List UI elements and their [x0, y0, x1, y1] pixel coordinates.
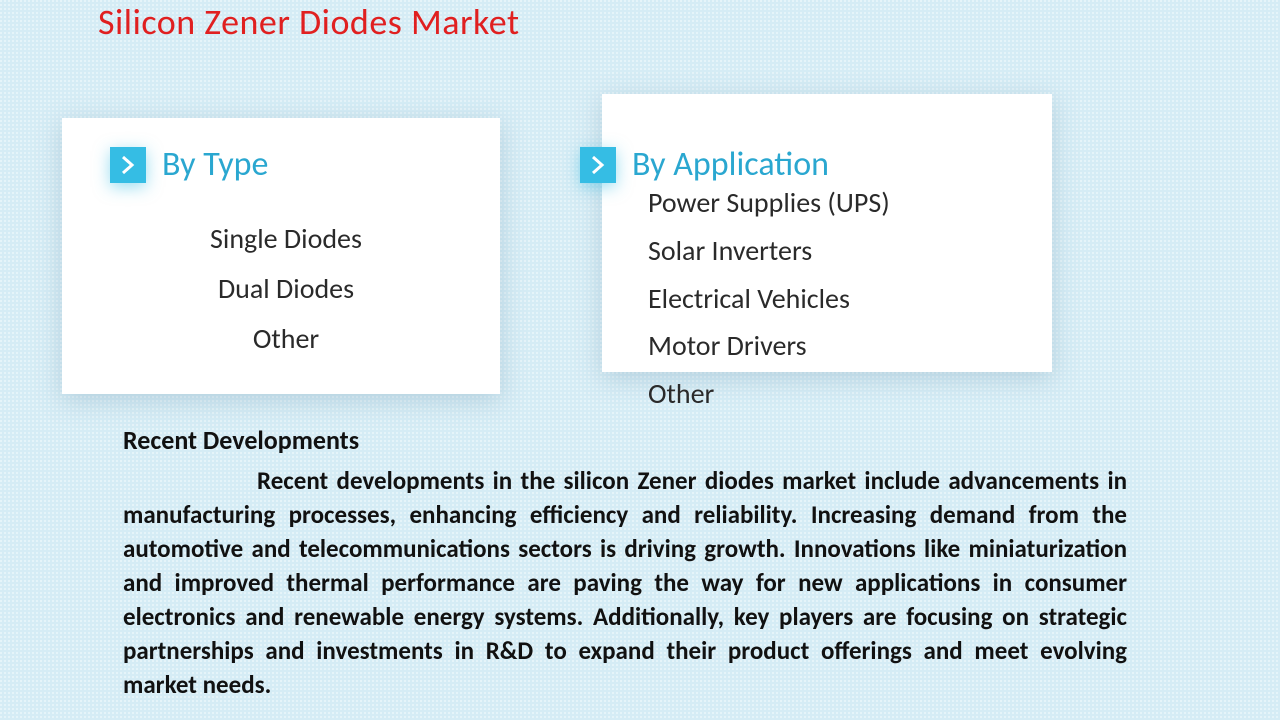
page-title: Silicon Zener Diodes Market [98, 0, 520, 44]
card-title-application: By Application [632, 144, 829, 185]
card-items-type: Single Diodes Dual Diodes Other [146, 220, 426, 357]
developments-body: Recent developments in the silicon Zener… [123, 464, 1127, 702]
list-item: Motor Drivers [648, 327, 807, 365]
card-header-application: By Application [580, 144, 829, 185]
list-item: Dual Diodes [218, 270, 354, 308]
list-item: Other [648, 375, 714, 413]
list-item: Single Diodes [210, 220, 362, 258]
card-title-type: By Type [162, 144, 268, 185]
chevron-right-icon [580, 147, 616, 183]
developments-heading: Recent Developments [123, 424, 1127, 456]
list-item: Other [253, 320, 319, 358]
recent-developments: Recent Developments Recent developments … [123, 424, 1127, 702]
list-item: Solar Inverters [648, 232, 812, 270]
list-item: Electrical Vehicles [648, 280, 850, 318]
list-item: Power Supplies (UPS) [648, 184, 890, 222]
chevron-right-icon [110, 147, 146, 183]
card-by-application: By Application Power Supplies (UPS) Sola… [602, 94, 1052, 372]
card-header-type: By Type [110, 144, 268, 185]
card-by-type: By Type Single Diodes Dual Diodes Other [62, 118, 500, 394]
card-items-application: Power Supplies (UPS) Solar Inverters Ele… [648, 184, 890, 413]
